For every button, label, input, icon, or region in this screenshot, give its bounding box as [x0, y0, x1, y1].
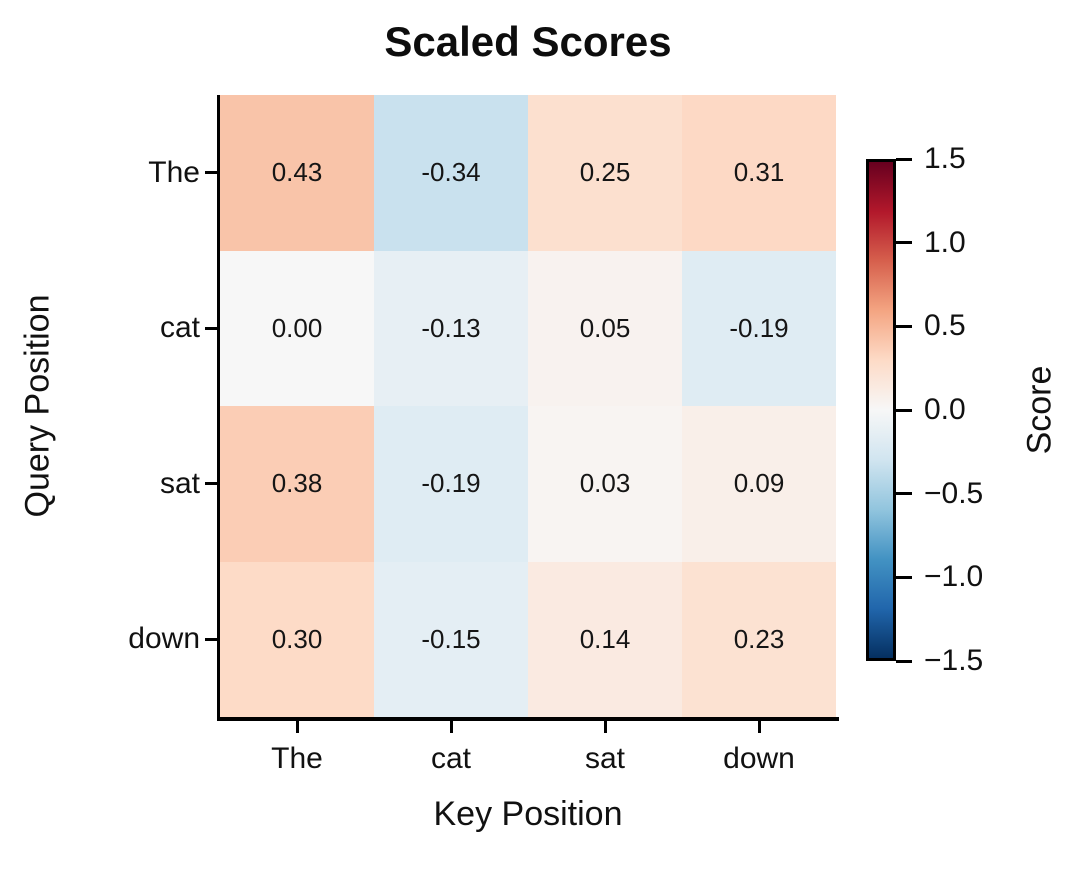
heatmap-cell: 0.38 [220, 406, 374, 562]
y-tick-mark [205, 637, 217, 641]
x-tick-label: down [723, 742, 795, 775]
y-tick-label: cat [159, 311, 200, 345]
x-tick-label: sat [584, 742, 626, 775]
heatmap-cell: -0.13 [374, 250, 528, 406]
x-tick-mark [449, 721, 453, 733]
x-axis-label: Key Position [433, 795, 623, 833]
x-tick-mark [757, 721, 761, 733]
x-tick-label: The [271, 742, 323, 775]
colorbar-label: Score [1020, 365, 1059, 455]
colorbar-tick-mark [896, 492, 912, 496]
colorbar-tick-label: 1.0 [924, 225, 966, 259]
heatmap-cell: 0.09 [682, 406, 836, 562]
chart-title: Scaled Scores [384, 18, 672, 65]
colorbar-tick-mark [896, 241, 912, 245]
colorbar-tick-mark [896, 157, 912, 161]
heatmap-cell: 0.30 [220, 561, 374, 717]
y-tick-label: down [128, 622, 200, 656]
y-tick-mark [205, 326, 217, 330]
heatmap-cell: -0.34 [374, 95, 528, 251]
colorbar-tick-label: 0.0 [924, 393, 966, 426]
x-tick-mark [603, 721, 607, 733]
colorbar-tick-mark [896, 575, 912, 579]
heatmap-cell: 0.03 [528, 406, 682, 562]
heatmap: 0.43 -0.34 0.25 0.31 0.00 -0.13 0.05 -0.19 0.38-… [220, 95, 836, 717]
heatmap-cell: -0.19 [374, 406, 528, 562]
heatmap-cell: 0.05 [528, 250, 682, 406]
heatmap-cell: 0.00 [220, 250, 374, 406]
colorbar [866, 159, 896, 661]
heatmap-cell: 0.31 [682, 95, 836, 251]
heatmap-cell: -0.19 [682, 250, 836, 406]
colorbar-tick-label: −1.5 [924, 644, 984, 677]
colorbar-tick-mark [896, 408, 912, 412]
colorbar-tick-label: −1.0 [924, 560, 984, 594]
colorbar-tick-mark [896, 659, 912, 663]
y-tick-label: The [148, 155, 200, 189]
colorbar-tick-label: −0.5 [924, 476, 984, 510]
colorbar-tick-label: 0.5 [924, 309, 966, 343]
y-tick-label: sat [159, 466, 200, 500]
x-tick-label: cat [430, 742, 472, 775]
colorbar-tick-label: 1.5 [924, 142, 966, 175]
heatmap-cell: 0.23 [682, 561, 836, 717]
heatmap-cell: 0.25 [528, 95, 682, 251]
heatmap-cell: 0.43 [220, 95, 374, 251]
bottom-spine [217, 717, 839, 721]
heatmap-cell: -0.15 [374, 561, 528, 717]
x-tick-mark [295, 721, 299, 733]
left-spine [217, 95, 220, 721]
heatmap-cell: 0.14 [528, 561, 682, 717]
y-tick-mark [205, 482, 217, 486]
y-tick-mark [205, 171, 217, 175]
colorbar-tick-mark [896, 324, 912, 328]
